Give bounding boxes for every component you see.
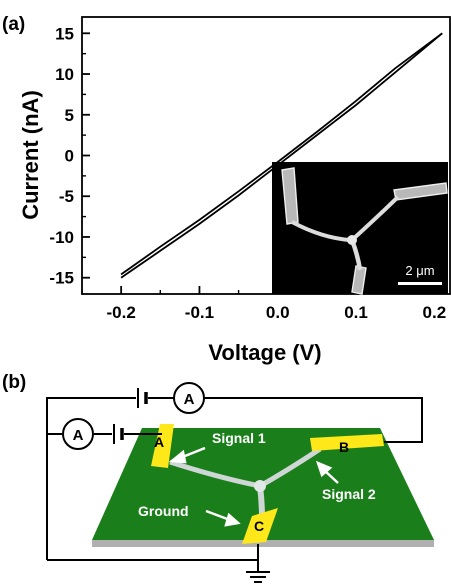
panel-b-label: (b) bbox=[2, 372, 26, 393]
inset-sem-image: 2 μm bbox=[272, 162, 448, 295]
inset-nanorod-left bbox=[281, 167, 299, 225]
ammeter-top-symbol: A bbox=[184, 391, 195, 408]
annotation-arrows bbox=[168, 446, 339, 527]
y-tick-label: -15 bbox=[49, 269, 74, 288]
scale-bar bbox=[398, 282, 442, 285]
x-tick-label: 0.1 bbox=[344, 303, 368, 322]
y-tick-label: 10 bbox=[55, 65, 74, 84]
y-tick-label: -5 bbox=[59, 187, 74, 206]
wire-outer-right bbox=[204, 397, 423, 443]
y-tick-label: 5 bbox=[65, 106, 74, 125]
electrode-b-label: B bbox=[339, 439, 349, 455]
ground-symbol bbox=[246, 571, 270, 583]
ammeter-inner-symbol: A bbox=[73, 427, 84, 444]
inset-arm-left bbox=[291, 220, 351, 242]
electrode-c bbox=[242, 508, 278, 544]
x-axis-label: Voltage (V) bbox=[208, 340, 321, 365]
nanowire-junction bbox=[254, 480, 266, 492]
x-tick-label: 0.2 bbox=[423, 303, 447, 322]
panel-a-label: (a) bbox=[2, 14, 25, 35]
ammeter-inner: A bbox=[62, 418, 94, 450]
circuit-wires bbox=[46, 397, 423, 572]
y-tick-label: -10 bbox=[49, 228, 74, 247]
electrode-c-label: C bbox=[254, 518, 264, 534]
x-tick-label: -0.2 bbox=[107, 303, 136, 322]
ground-label: Ground bbox=[138, 503, 189, 519]
signal2-label: Signal 2 bbox=[322, 486, 376, 502]
electrode-a bbox=[151, 424, 174, 468]
scale-bar-label: 2 μm bbox=[405, 263, 434, 278]
electrode-b bbox=[310, 434, 384, 451]
y-tick-label: 15 bbox=[55, 24, 74, 43]
inset-nanorod-bottom bbox=[351, 265, 367, 295]
inset-nanorod-right bbox=[393, 182, 448, 201]
axis-ticks: -0.2 -0.1 0.0 0.1 0.2 -15 -10 -5 0 5 10 15 bbox=[49, 24, 446, 322]
ammeter-top: A bbox=[173, 382, 205, 414]
signal1-label: Signal 1 bbox=[212, 430, 266, 446]
x-tick-label: -0.1 bbox=[185, 303, 214, 322]
nanowire-arm-a bbox=[169, 459, 261, 489]
y-axis-label: Current (nA) bbox=[18, 90, 43, 220]
inset-junction bbox=[347, 235, 357, 245]
x-tick-label: 0.0 bbox=[266, 303, 290, 322]
battery-inner bbox=[113, 424, 124, 444]
arrow-ground bbox=[205, 509, 231, 522]
circuit-diagram: A B C Signal 1 Signal 2 Ground bbox=[46, 382, 434, 583]
electrode-a-label: A bbox=[154, 434, 164, 450]
wire-outer-left bbox=[46, 397, 136, 560]
y-tick-label: 0 bbox=[65, 147, 74, 166]
battery-top bbox=[137, 388, 148, 408]
substrate-edge bbox=[92, 540, 434, 547]
